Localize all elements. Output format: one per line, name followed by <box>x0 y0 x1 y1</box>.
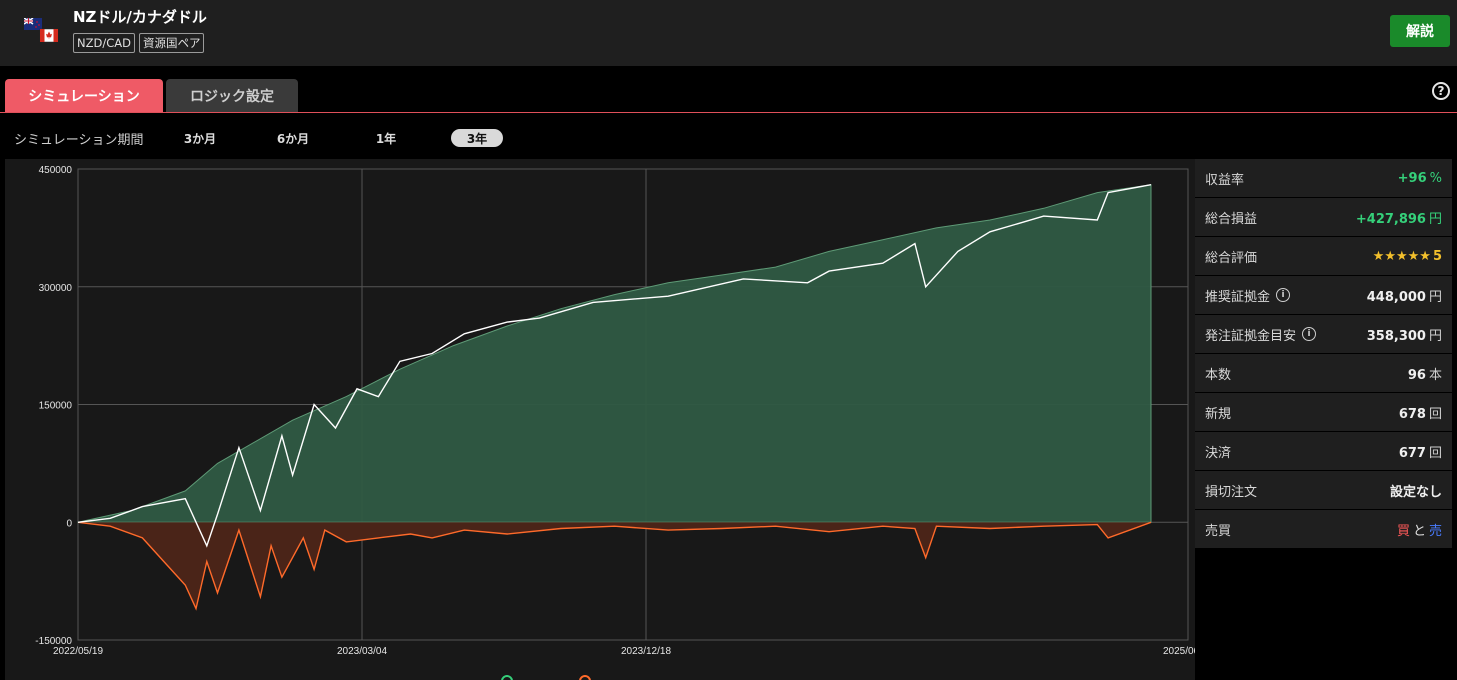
y-tick-label: 0 <box>66 518 72 529</box>
stat-value: +427,896 円 <box>1356 208 1442 227</box>
legend-marker-drawdown <box>579 675 591 680</box>
x-tick-label: 2023/12/18 <box>621 646 671 657</box>
stat-label-text: 損切注文 <box>1205 484 1258 500</box>
stat-label: 売買 <box>1205 520 1231 539</box>
help-icon[interactable]: ? <box>1432 82 1450 100</box>
stat-value: 678 回 <box>1399 403 1442 422</box>
stat-label-text: 本数 <box>1205 367 1232 383</box>
stat-row: 推奨証拠金 i 448,000 円 <box>1195 276 1452 315</box>
header: NZドル/カナダドル NZD/CAD 資源国ペア 解説 <box>0 0 1457 66</box>
pair-title: NZドル/カナダドル <box>73 8 207 26</box>
stat-value: 設定なし <box>1390 481 1442 500</box>
tab-logic-settings[interactable]: ロジック設定 <box>166 79 298 112</box>
currency-pair-flags-icon <box>24 18 59 43</box>
stat-label: 決済 <box>1205 442 1231 461</box>
period-option-3m[interactable]: 3か月 <box>183 131 217 146</box>
stat-unit: 円 <box>1428 328 1442 344</box>
stat-row: 発注証拠金目安 i 358,300 円 <box>1195 315 1452 354</box>
drawdown-area <box>78 522 1151 609</box>
stat-label: 損切注文 <box>1205 481 1257 500</box>
side-and: と <box>1412 523 1426 539</box>
stat-label-text: 総合損益 <box>1205 211 1258 227</box>
stat-label: 総合損益 <box>1205 208 1257 227</box>
y-tick-label: 450000 <box>39 165 73 176</box>
stat-value: ★★★★★ 5 <box>1373 249 1442 264</box>
pair-tags: NZD/CAD 資源国ペア <box>73 33 205 53</box>
tab-simulation[interactable]: シミュレーション <box>5 79 163 112</box>
info-icon[interactable]: i <box>1302 327 1317 341</box>
stat-row: 総合評価 ★★★★★ 5 <box>1195 237 1452 276</box>
stat-value: 買と売 <box>1397 520 1442 539</box>
stat-value: 358,300 円 <box>1367 325 1442 344</box>
stat-label: 本数 <box>1205 364 1231 383</box>
explain-button[interactable]: 解説 <box>1390 15 1450 47</box>
stat-value-number: 358,300 <box>1366 328 1426 344</box>
legend-marker-profit <box>501 675 513 680</box>
stat-value-number: 96 <box>1407 367 1426 383</box>
y-tick-label: 150000 <box>39 401 73 412</box>
stat-label: 総合評価 <box>1205 247 1257 266</box>
stat-unit: 円 <box>1428 211 1442 227</box>
stat-value-number: 678 <box>1398 406 1426 422</box>
side-sell: 売 <box>1428 523 1442 539</box>
tab-bar: シミュレーション ロジック設定 <box>0 79 1457 113</box>
info-icon[interactable]: i <box>1276 288 1291 302</box>
tag-symbol: NZD/CAD <box>73 33 135 53</box>
stat-unit: 回 <box>1428 406 1442 422</box>
stat-unit: % <box>1429 170 1442 186</box>
stat-row: 収益率 +96% <box>1195 159 1452 198</box>
stat-value-number: 設定なし <box>1389 484 1442 500</box>
side-buy: 買 <box>1396 523 1410 539</box>
stat-unit: 円 <box>1428 289 1442 305</box>
stat-label-text: 発注証拠金目安 <box>1205 328 1297 344</box>
x-tick-label: 2022/05/19 <box>53 646 103 657</box>
stat-label: 推奨証拠金 i <box>1205 286 1291 305</box>
stat-value-number: +96 <box>1397 170 1427 186</box>
period-label: シミュレーション期間 <box>14 133 144 148</box>
stat-unit: 回 <box>1428 445 1442 461</box>
stat-value-number: 448,000 <box>1366 289 1426 305</box>
stat-label-text: 決済 <box>1205 445 1232 461</box>
stat-label-text: 売買 <box>1205 523 1232 539</box>
stat-value: 448,000 円 <box>1367 286 1442 305</box>
stat-row: 総合損益 +427,896 円 <box>1195 198 1452 237</box>
stat-value-number: 677 <box>1398 445 1426 461</box>
y-tick-label: -150000 <box>35 636 72 647</box>
stat-row: 新規 678 回 <box>1195 393 1452 432</box>
stat-label: 収益率 <box>1205 169 1244 188</box>
stat-value: +96% <box>1398 171 1442 186</box>
stat-row: 売買買と売 <box>1195 510 1452 549</box>
stat-row: 決済 677 回 <box>1195 432 1452 471</box>
y-tick-label: 300000 <box>39 283 73 294</box>
tag-category: 資源国ペア <box>138 33 205 53</box>
realized-profit-area <box>77 184 1152 523</box>
x-tick-label: 2023/03/04 <box>337 646 387 657</box>
stat-label: 発注証拠金目安 i <box>1205 325 1317 344</box>
simulation-chart: 450000 300000 150000 0 -150000 2022/05/19 2023… <box>5 159 1195 680</box>
stat-label-text: 新規 <box>1205 406 1232 422</box>
period-option-6m[interactable]: 6か月 <box>276 131 310 146</box>
stat-label-text: 収益率 <box>1205 172 1245 188</box>
stat-unit: 本 <box>1428 367 1442 383</box>
drawdown-line <box>77 521 1152 611</box>
stat-label: 新規 <box>1205 403 1231 422</box>
stat-row: 本数 96 本 <box>1195 354 1452 393</box>
total-profit-line <box>77 184 1152 548</box>
stat-value: 677 回 <box>1399 442 1442 461</box>
x-tick-label: 2025/06/19 <box>1163 646 1195 657</box>
stat-value-number: +427,896 <box>1355 211 1426 227</box>
rating-value: 5 <box>1432 248 1442 264</box>
rating-stars-icon: ★★★★★ <box>1372 248 1431 264</box>
period-option-3y[interactable]: 3年 <box>451 129 503 147</box>
stat-value: 96 本 <box>1408 364 1442 383</box>
stat-row: 損切注文 設定なし <box>1195 471 1452 510</box>
stats-panel: 収益率 +96% 総合損益 +427,896 円総合評価 ★★★★★ 5 推奨証拠金 i 448,… <box>1195 159 1452 549</box>
stat-label-text: 総合評価 <box>1205 250 1258 266</box>
stat-label-text: 推奨証拠金 <box>1205 289 1271 305</box>
period-option-1y[interactable]: 1年 <box>375 131 397 146</box>
